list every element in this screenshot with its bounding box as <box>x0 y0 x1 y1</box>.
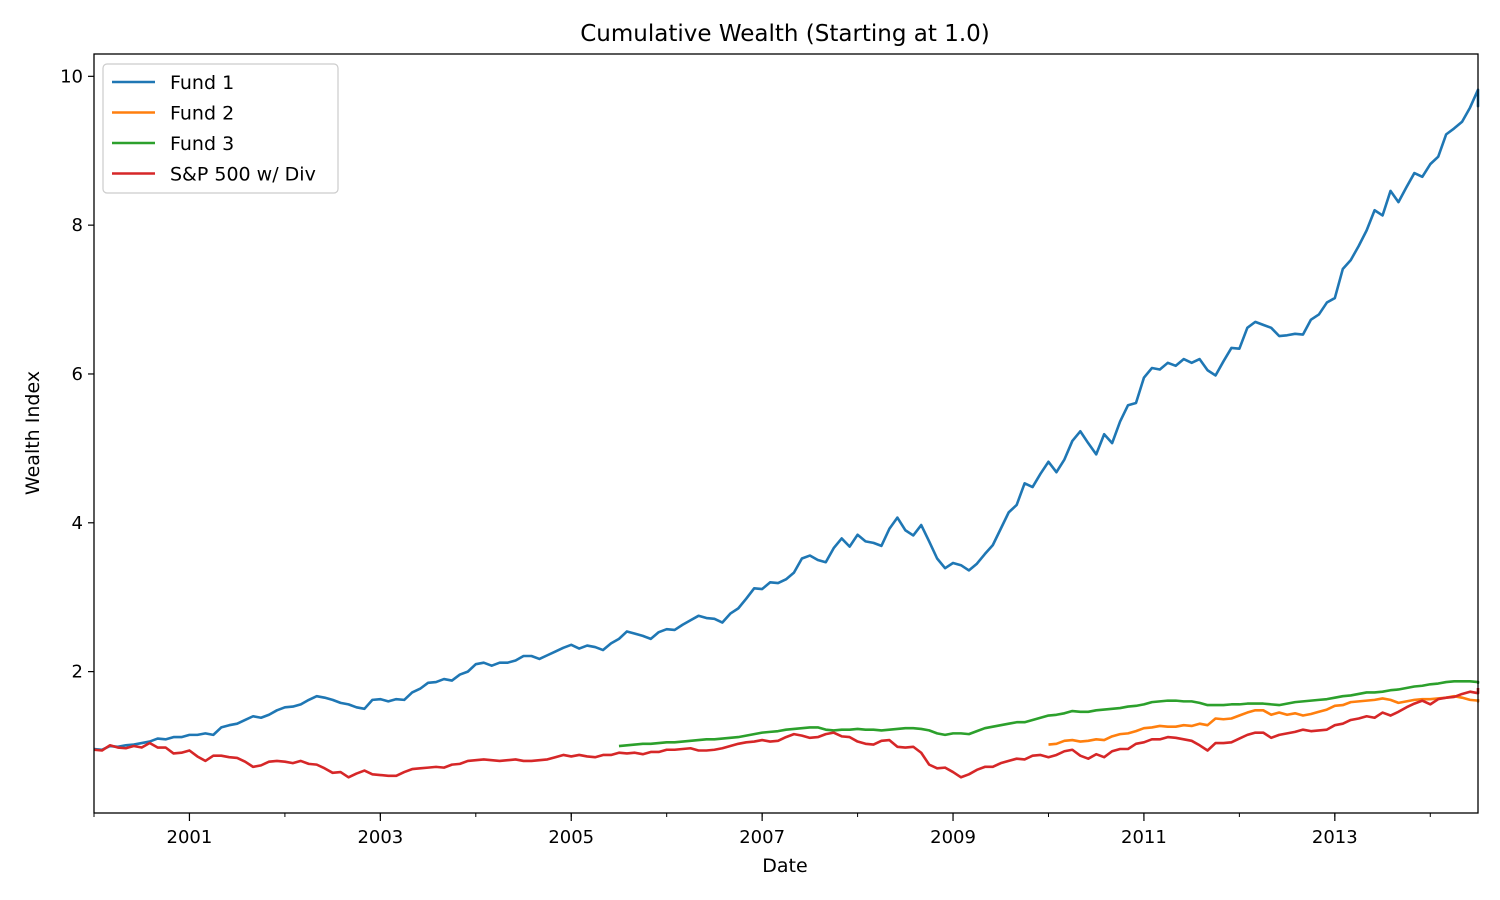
x-tick-label: 2011 <box>1121 827 1167 848</box>
series-line-4 <box>93 687 1480 779</box>
legend-label: Fund 3 <box>170 133 234 155</box>
series-line-1 <box>93 88 1480 752</box>
legend-label: S&P 500 w/ Div <box>170 164 316 186</box>
y-tick-label: 10 <box>60 66 83 87</box>
x-axis-label: Date <box>762 855 807 877</box>
y-tick-label: 4 <box>72 513 83 534</box>
plot-area: 2 4 6 8 10 2001 2003 2005 2007 2009 2011 2013 <box>60 53 1480 848</box>
legend-box <box>102 63 339 194</box>
series-line-2 <box>1048 694 1480 746</box>
y-tick-label: 6 <box>72 364 83 385</box>
x-tick-label: 2013 <box>1312 827 1358 848</box>
legend-label: Fund 1 <box>170 72 234 94</box>
series-line-3 <box>618 679 1480 748</box>
x-tick-label: 2003 <box>357 827 403 848</box>
chart-title: Cumulative Wealth (Starting at 1.0) <box>580 21 990 47</box>
legend: Fund 1 Fund 2 Fund 3 S&P 500 w/ Div <box>102 63 339 194</box>
x-tick-label: 2001 <box>167 827 213 848</box>
x-tick-label: 2009 <box>930 827 976 848</box>
y-tick-label: 2 <box>72 662 83 683</box>
legend-label: Fund 2 <box>170 103 234 125</box>
y-tick-label: 8 <box>72 215 83 236</box>
y-axis-label: Wealth Index <box>22 371 44 495</box>
x-tick-label: 2007 <box>739 827 785 848</box>
x-tick-label: 2005 <box>548 827 594 848</box>
axes-frame <box>93 53 1479 814</box>
